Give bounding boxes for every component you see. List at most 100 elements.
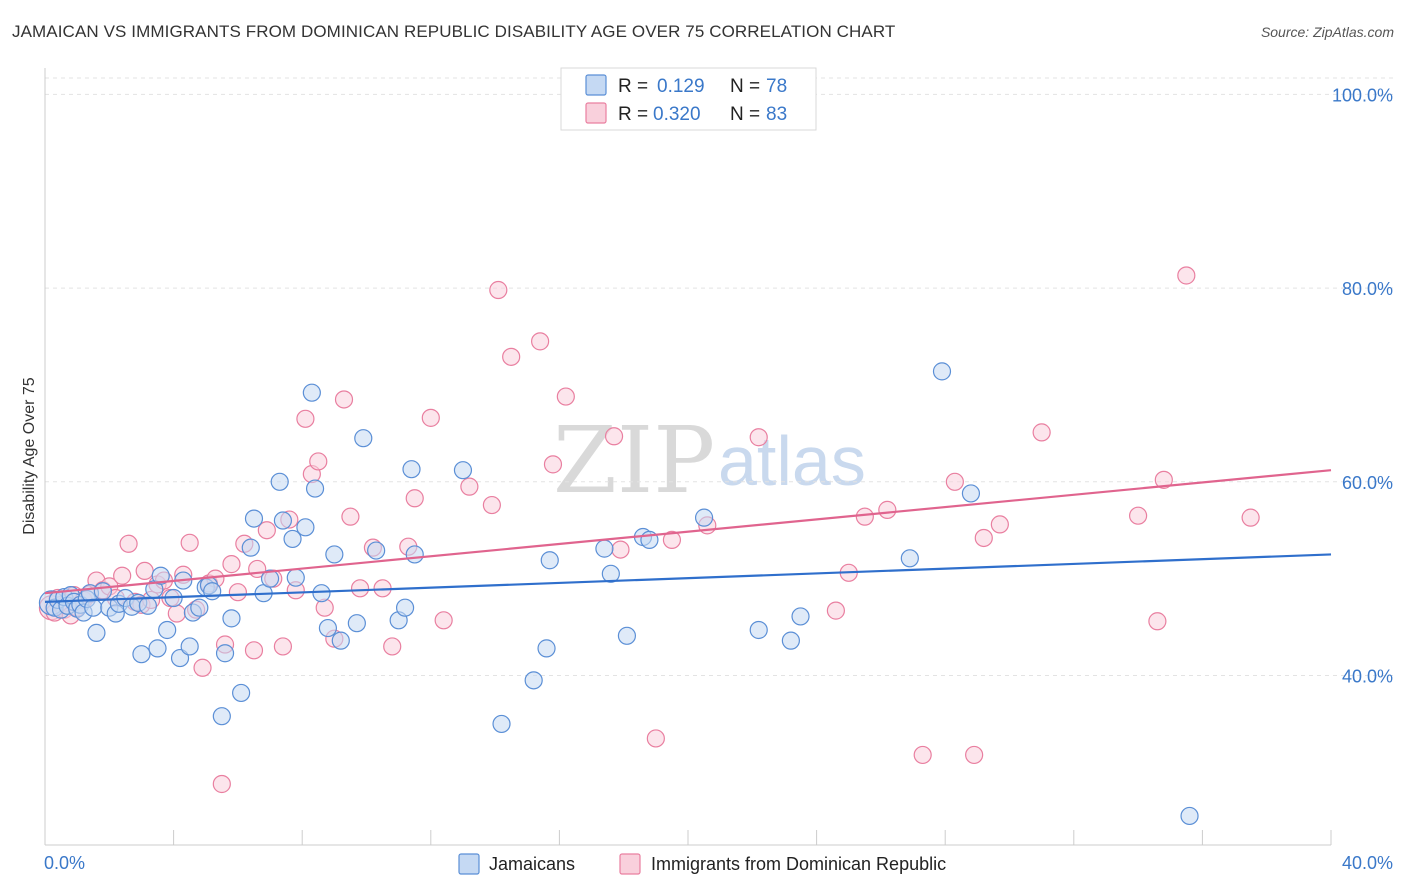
jamaicans-point <box>148 639 167 658</box>
watermark: ZIP atlas <box>553 407 866 514</box>
jamaicans-point <box>601 564 620 583</box>
dominican-point <box>135 561 154 580</box>
dominican-point <box>965 745 984 765</box>
legend-r-label: R = <box>618 76 648 97</box>
x-tick-label-min: 0.0% <box>44 853 85 873</box>
dominican-point <box>244 641 264 660</box>
dominican-point <box>1128 506 1148 525</box>
dominican-point <box>341 507 360 526</box>
jamaicans-point <box>132 645 151 664</box>
dominican-point <box>604 427 624 446</box>
jamaicans-point <box>190 598 209 617</box>
jamaicans-point <box>244 509 264 528</box>
dominican-point <box>913 745 932 765</box>
jamaicans-point <box>312 584 331 603</box>
jamaicans-point <box>492 714 511 734</box>
jamaicans-point <box>151 566 170 585</box>
jamaicans-point <box>900 549 919 568</box>
jamaicans-point <box>395 598 415 617</box>
jamaicans-point <box>595 539 614 558</box>
trendline-jamaicans <box>44 553 1332 603</box>
bottom-legend-swatch-jamaicans <box>458 853 480 875</box>
jamaicans-point <box>405 545 424 564</box>
legend-n-label: N = <box>730 76 760 97</box>
jamaicans-point <box>212 707 231 726</box>
x-axis-minor-ticks <box>44 830 1332 845</box>
dominican-point <box>502 347 521 366</box>
dominican-point <box>421 408 440 427</box>
legend-n-value-jamaicans: 78 <box>766 76 787 97</box>
x-tick-label-max: 40.0% <box>1342 853 1393 873</box>
jamaicans-point <box>180 637 199 656</box>
dominican-point <box>974 528 993 548</box>
dominican-point <box>646 729 665 748</box>
jamaicans-point <box>749 620 768 640</box>
dominican-point <box>990 515 1009 534</box>
dominican-point <box>273 637 293 656</box>
y-tick-label: 40.0% <box>1342 667 1393 687</box>
dominican-point <box>1241 508 1260 527</box>
dominican-point <box>543 455 563 474</box>
dominican-point <box>945 472 964 491</box>
dominican-point <box>1154 470 1173 489</box>
legend: R = 0.129 N = 78 R = 0.320 N = 83 <box>560 67 817 131</box>
jamaicans-point <box>354 429 373 448</box>
dominican-point <box>878 500 897 519</box>
jamaicans-point <box>273 511 293 530</box>
jamaicans-point <box>305 479 325 498</box>
dominican-point <box>167 604 186 623</box>
legend-r-value-dominican: 0.320 <box>653 104 701 125</box>
source-credit: Source: ZipAtlas.com <box>1260 24 1394 40</box>
bottom-legend-label-jamaicans: Jamaicans <box>489 854 575 874</box>
jamaicans-point <box>296 518 315 537</box>
legend-swatch-dominican <box>585 102 607 124</box>
jamaicans-point <box>402 460 421 479</box>
dominican-point <box>334 390 354 409</box>
dominican-point <box>1032 423 1051 442</box>
jamaicans-point <box>318 618 338 638</box>
y-axis-ticks: 40.0% 60.0% 80.0% 100.0% <box>1332 85 1393 686</box>
dominican-point <box>383 637 402 656</box>
dominican-point <box>1177 266 1196 285</box>
jamaicans-point <box>540 551 559 570</box>
watermark-atlas: atlas <box>718 422 866 500</box>
dominican-point <box>228 583 247 602</box>
jamaicans-point <box>260 569 280 588</box>
gridlines <box>45 77 1393 677</box>
jamaicans-point <box>158 620 177 640</box>
y-tick-label: 80.0% <box>1342 279 1393 299</box>
y-tick-label: 100.0% <box>1332 85 1393 105</box>
bottom-legend: Jamaicans Immigrants from Dominican Repu… <box>458 853 946 875</box>
dominican-point <box>1148 612 1167 631</box>
jamaicans-point <box>781 631 800 650</box>
chart-title: JAMAICAN VS IMMIGRANTS FROM DOMINICAN RE… <box>12 22 896 41</box>
series-jamaicans-points <box>38 362 1199 826</box>
jamaicans-point <box>1180 806 1199 826</box>
jamaicans-point <box>138 596 157 615</box>
jamaicans-point <box>791 607 810 626</box>
jamaicans-point <box>87 623 106 642</box>
dominican-point <box>826 601 845 620</box>
dominican-point <box>662 530 682 550</box>
jamaicans-point <box>537 639 556 658</box>
bottom-legend-label-dominican: Immigrants from Dominican Republic <box>651 854 946 874</box>
jamaicans-point <box>283 529 302 549</box>
dominican-point <box>556 387 575 406</box>
jamaicans-point <box>524 671 543 690</box>
dominican-point <box>113 566 132 585</box>
dominican-point <box>350 579 370 598</box>
jamaicans-point <box>170 648 190 668</box>
dominican-point <box>257 521 276 540</box>
y-axis-label: Disability Age Over 75 <box>21 377 38 535</box>
trendline-dominican <box>44 469 1332 595</box>
dominican-point <box>193 658 212 677</box>
dominican-point <box>405 489 424 508</box>
bottom-legend-swatch-dominican <box>619 853 641 875</box>
dominican-point <box>180 533 199 552</box>
jamaicans-point <box>302 383 321 402</box>
dominican-point <box>222 555 241 574</box>
dominican-point <box>749 428 768 447</box>
dominican-point <box>309 452 328 471</box>
legend-r-label: R = <box>618 104 648 125</box>
